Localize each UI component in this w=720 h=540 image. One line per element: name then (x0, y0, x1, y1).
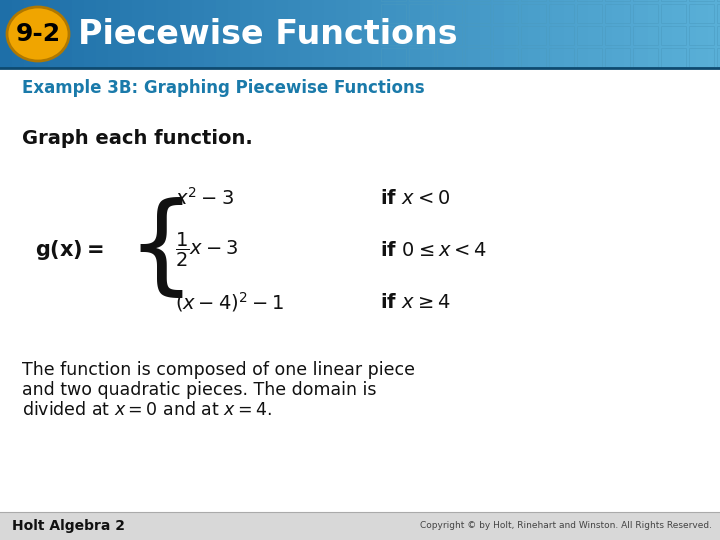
FancyBboxPatch shape (660, 0, 673, 68)
Text: if $x < 0$: if $x < 0$ (380, 188, 451, 207)
FancyBboxPatch shape (540, 0, 553, 68)
FancyBboxPatch shape (204, 0, 217, 68)
Text: $\mathbf{g(x) =}$: $\mathbf{g(x) =}$ (35, 238, 104, 262)
Text: and two quadratic pieces. The domain is: and two quadratic pieces. The domain is (22, 381, 377, 399)
FancyBboxPatch shape (12, 0, 25, 68)
Ellipse shape (7, 7, 69, 61)
FancyBboxPatch shape (48, 0, 61, 68)
FancyBboxPatch shape (552, 0, 565, 68)
Text: Graph each function.: Graph each function. (22, 129, 253, 147)
FancyBboxPatch shape (180, 0, 193, 68)
FancyBboxPatch shape (336, 0, 349, 68)
FancyBboxPatch shape (60, 0, 73, 68)
FancyBboxPatch shape (684, 0, 697, 68)
FancyBboxPatch shape (96, 0, 109, 68)
FancyBboxPatch shape (312, 0, 325, 68)
Text: Holt Algebra 2: Holt Algebra 2 (12, 519, 125, 533)
Text: if $0 \leq x < 4$: if $0 \leq x < 4$ (380, 240, 487, 260)
FancyBboxPatch shape (252, 0, 265, 68)
FancyBboxPatch shape (672, 0, 685, 68)
Text: $x^2 - 3$: $x^2 - 3$ (175, 187, 234, 209)
FancyBboxPatch shape (36, 0, 49, 68)
Text: $\{$: $\{$ (126, 198, 184, 302)
FancyBboxPatch shape (144, 0, 157, 68)
FancyBboxPatch shape (456, 0, 469, 68)
FancyBboxPatch shape (300, 0, 313, 68)
FancyBboxPatch shape (372, 0, 385, 68)
Text: Example 3B: Graphing Piecewise Functions: Example 3B: Graphing Piecewise Functions (22, 79, 425, 97)
FancyBboxPatch shape (420, 0, 433, 68)
FancyBboxPatch shape (588, 0, 601, 68)
FancyBboxPatch shape (324, 0, 337, 68)
FancyBboxPatch shape (0, 0, 13, 68)
FancyBboxPatch shape (156, 0, 169, 68)
FancyBboxPatch shape (636, 0, 649, 68)
Text: 9-2: 9-2 (15, 22, 60, 46)
FancyBboxPatch shape (120, 0, 133, 68)
FancyBboxPatch shape (696, 0, 709, 68)
FancyBboxPatch shape (0, 68, 720, 512)
FancyBboxPatch shape (216, 0, 229, 68)
FancyBboxPatch shape (528, 0, 541, 68)
FancyBboxPatch shape (0, 512, 720, 540)
FancyBboxPatch shape (564, 0, 577, 68)
FancyBboxPatch shape (228, 0, 241, 68)
FancyBboxPatch shape (576, 0, 589, 68)
FancyBboxPatch shape (708, 0, 720, 68)
FancyBboxPatch shape (360, 0, 373, 68)
FancyBboxPatch shape (84, 0, 97, 68)
FancyBboxPatch shape (648, 0, 661, 68)
FancyBboxPatch shape (108, 0, 121, 68)
FancyBboxPatch shape (276, 0, 289, 68)
Text: divided at $x = 0$ and at $x = 4$.: divided at $x = 0$ and at $x = 4$. (22, 401, 272, 419)
FancyBboxPatch shape (468, 0, 481, 68)
Text: if $x \geq 4$: if $x \geq 4$ (380, 293, 451, 312)
Text: The function is composed of one linear piece: The function is composed of one linear p… (22, 361, 415, 379)
FancyBboxPatch shape (408, 0, 421, 68)
FancyBboxPatch shape (396, 0, 409, 68)
FancyBboxPatch shape (480, 0, 493, 68)
Text: Piecewise Functions: Piecewise Functions (78, 17, 458, 51)
FancyBboxPatch shape (168, 0, 181, 68)
FancyBboxPatch shape (348, 0, 361, 68)
FancyBboxPatch shape (492, 0, 505, 68)
FancyBboxPatch shape (612, 0, 625, 68)
FancyBboxPatch shape (384, 0, 397, 68)
FancyBboxPatch shape (516, 0, 529, 68)
FancyBboxPatch shape (72, 0, 85, 68)
FancyBboxPatch shape (504, 0, 517, 68)
FancyBboxPatch shape (624, 0, 637, 68)
FancyBboxPatch shape (264, 0, 277, 68)
FancyBboxPatch shape (432, 0, 445, 68)
FancyBboxPatch shape (600, 0, 613, 68)
Text: $(x - 4)^2 - 1$: $(x - 4)^2 - 1$ (175, 290, 284, 314)
FancyBboxPatch shape (24, 0, 37, 68)
FancyBboxPatch shape (288, 0, 301, 68)
FancyBboxPatch shape (240, 0, 253, 68)
FancyBboxPatch shape (132, 0, 145, 68)
FancyBboxPatch shape (444, 0, 457, 68)
FancyBboxPatch shape (192, 0, 205, 68)
Text: $\dfrac{1}{2}x - 3$: $\dfrac{1}{2}x - 3$ (175, 231, 238, 269)
Text: Copyright © by Holt, Rinehart and Winston. All Rights Reserved.: Copyright © by Holt, Rinehart and Winsto… (420, 522, 712, 530)
